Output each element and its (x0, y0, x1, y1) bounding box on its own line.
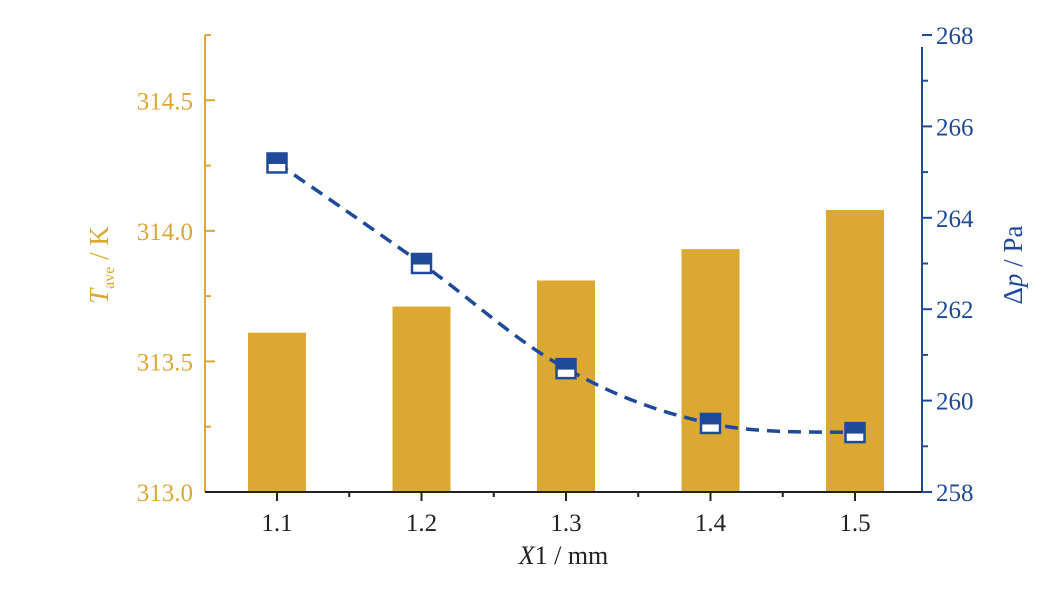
left-tick-label: 313.5 (137, 349, 193, 376)
x-tick-label: 1.3 (550, 510, 581, 537)
bar-1.4 (681, 249, 740, 492)
bar-1.2 (392, 306, 451, 492)
right-tick-label: 266 (936, 114, 974, 141)
bar-1.3 (537, 280, 595, 492)
axes-layer (204, 34, 932, 501)
x-axis-title: X1 / mm (518, 541, 609, 570)
bar-1.5 (826, 209, 884, 493)
left-axis-title: Tave / K (84, 226, 118, 304)
right-tick-label: 268 (936, 23, 974, 50)
right-tick-label: 262 (936, 297, 974, 324)
x-tick-label: 1.4 (695, 510, 727, 537)
right-axis-title: Δp / Pa (998, 226, 1028, 305)
marker-1.2 (410, 252, 433, 275)
left-tick-label: 314.0 (137, 219, 193, 246)
left-tick-label: 313.0 (137, 480, 193, 507)
pressure-drop-line (276, 161, 856, 435)
right-tick-label: 264 (936, 206, 974, 233)
x-tick-label: 1.1 (261, 510, 292, 537)
bars-layer (248, 209, 884, 493)
right-tick-label: 258 (936, 480, 974, 507)
left-tick-label: 314.5 (137, 88, 193, 115)
marker-1.4 (699, 412, 722, 435)
labels-layer: 313.0 313.5 314.0 314.5 258 260 262 264 266 268 1.… (84, 23, 1028, 570)
line-layer (266, 152, 866, 444)
right-tick-label: 260 (936, 389, 974, 416)
marker-1.1 (266, 152, 288, 174)
marker-1.3 (555, 357, 577, 380)
marker-1.5 (844, 421, 866, 444)
x-tick-label: 1.2 (406, 510, 437, 537)
bar-1.1 (248, 332, 306, 492)
x-tick-label: 1.5 (839, 510, 870, 537)
